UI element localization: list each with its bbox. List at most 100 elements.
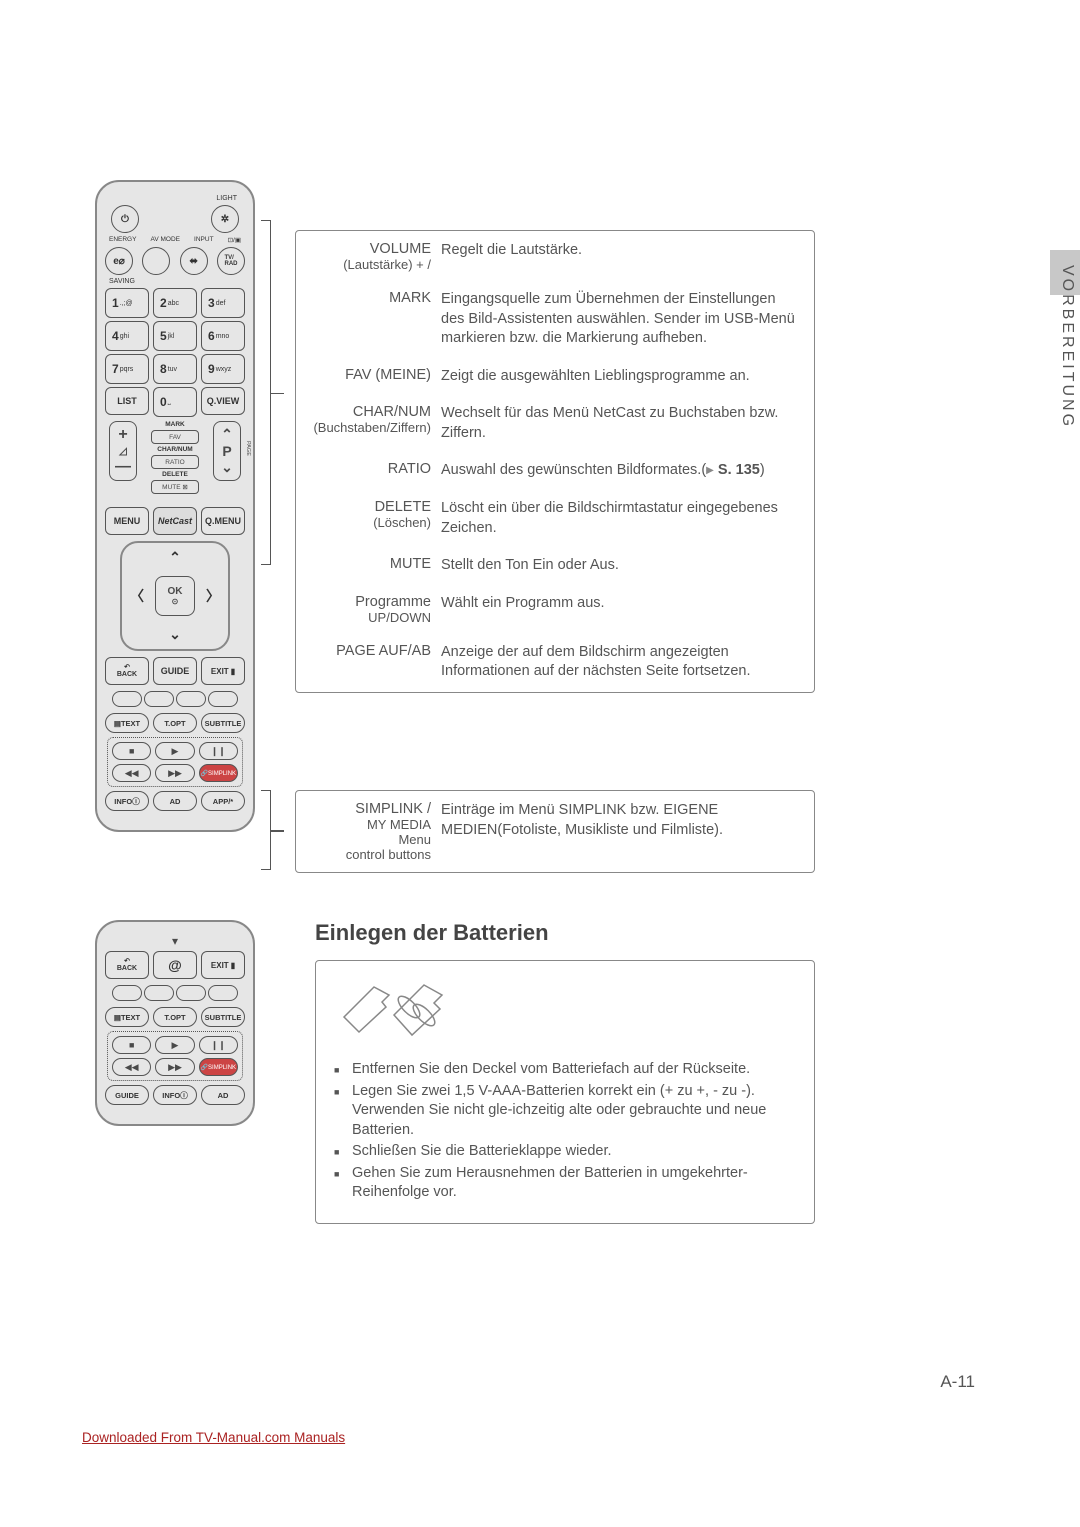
num-1-button[interactable]: 1.,;@ xyxy=(105,288,149,318)
stop-button[interactable]: ■ xyxy=(112,742,151,760)
exit-button-alt[interactable]: EXIT▮ xyxy=(201,951,245,979)
text-button[interactable]: ▤TEXT xyxy=(105,713,149,733)
at-button[interactable]: @ xyxy=(153,951,197,979)
netcast-button[interactable]: NetCast xyxy=(153,507,197,535)
function-row: SIMPLINK /MY MEDIAMenucontrol buttonsEin… xyxy=(296,791,814,872)
blue-button[interactable] xyxy=(208,691,238,707)
energy-button[interactable]: e⌀ xyxy=(105,247,133,275)
fav-button[interactable]: FAV xyxy=(151,430,199,444)
play-button-alt[interactable]: ▶ xyxy=(155,1036,194,1054)
power-button[interactable]: ⏻ xyxy=(111,205,139,233)
function-row: MUTEStellt den Ton Ein oder Aus. xyxy=(296,548,814,586)
play-button[interactable]: ▶ xyxy=(155,742,194,760)
nav-ring: ⌃ ⌄ 〈 〉 OK ⊙ xyxy=(120,541,230,651)
nav-right-button[interactable]: 〉 xyxy=(206,586,220,606)
footer-download-link[interactable]: Downloaded From TV-Manual.com Manuals xyxy=(82,1430,345,1445)
num-0-button[interactable]: 0⎵ xyxy=(153,387,197,417)
function-description: Stellt den Ton Ein oder Aus. xyxy=(441,556,802,576)
num-9-button[interactable]: 9wxyz xyxy=(201,354,245,384)
battery-instruction-item: Gehen Sie zum Herausnehmen der Batterien… xyxy=(334,1164,796,1203)
ad-button-alt[interactable]: AD xyxy=(201,1085,245,1105)
remote-control-main: LIGHT ⏻ ✲ ENERGY AV MODE INPUT ⊡/▣ e⌀ ⬌ … xyxy=(95,180,255,832)
qview-button[interactable]: Q.VIEW xyxy=(201,387,245,415)
exit-button[interactable]: EXIT▮ xyxy=(201,657,245,685)
batteries-instructions: Entfernen Sie den Deckel vom Batteriefac… xyxy=(334,1060,796,1203)
function-label: ProgrammeUP/DOWN xyxy=(296,594,441,625)
num-8-button[interactable]: 8tuv xyxy=(153,354,197,384)
menu-button[interactable]: MENU xyxy=(105,507,149,535)
function-table-1: VOLUME(Lautstärke) + /Regelt die Lautstä… xyxy=(295,230,815,693)
avmode-button[interactable] xyxy=(142,247,170,275)
red-button-alt[interactable] xyxy=(112,985,142,1001)
back-button-alt[interactable]: ↶BACK xyxy=(105,951,149,979)
topt-button[interactable]: T.OPT xyxy=(153,713,197,733)
volume-down-button[interactable]: — xyxy=(115,458,131,476)
nav-down-button[interactable]: ⌄ xyxy=(169,626,181,643)
ad-button[interactable]: AD xyxy=(153,791,197,811)
simplink-button[interactable]: 🔗SIMPLINK xyxy=(199,764,238,782)
yellow-button-alt[interactable] xyxy=(176,985,206,1001)
qmenu-button[interactable]: Q.MENU xyxy=(201,507,245,535)
guide-button-alt[interactable]: GUIDE xyxy=(105,1085,149,1105)
program-down-button[interactable]: ⌄ xyxy=(221,459,233,476)
function-label: RATIO xyxy=(296,461,441,481)
program-up-button[interactable]: ⌃ xyxy=(221,426,233,443)
app-button[interactable]: APP/* xyxy=(201,791,245,811)
num-7-button[interactable]: 7pqrs xyxy=(105,354,149,384)
mute-button[interactable]: MUTE ⊠ xyxy=(151,480,199,494)
red-button[interactable] xyxy=(112,691,142,707)
function-label: FAV (MEINE) xyxy=(296,367,441,387)
input-button[interactable]: ⬌ xyxy=(180,247,208,275)
label-delete: DELETE xyxy=(162,471,188,478)
callout-bracket-1 xyxy=(261,220,271,565)
ff-button-alt[interactable]: ▶▶ xyxy=(155,1058,194,1076)
text-button-alt[interactable]: ▤TEXT xyxy=(105,1007,149,1027)
ok-button[interactable]: OK ⊙ xyxy=(155,576,195,616)
callout-bracket-2 xyxy=(261,790,271,870)
simplink-button-alt[interactable]: 🔗SIMPLINK xyxy=(199,1058,238,1076)
function-description: Wechselt für das Menü NetCast zu Buchsta… xyxy=(441,404,802,443)
num-5-button[interactable]: 5jkl xyxy=(153,321,197,351)
light-button[interactable]: ✲ xyxy=(211,205,239,233)
function-row: ProgrammeUP/DOWNWählt ein Programm aus. xyxy=(296,586,814,635)
stop-button-alt[interactable]: ■ xyxy=(112,1036,151,1054)
num-4-button[interactable]: 4ghi xyxy=(105,321,149,351)
function-row: PAGE AUF/ABAnzeige der auf dem Bildschir… xyxy=(296,635,814,692)
green-button-alt[interactable] xyxy=(144,985,174,1001)
function-row: VOLUME(Lautstärke) + /Regelt die Lautstä… xyxy=(296,231,814,282)
function-label: CHAR/NUM(Buchstaben/Ziffern) xyxy=(296,404,441,443)
pause-button-alt[interactable]: ❙❙ xyxy=(199,1036,238,1054)
alt-down-indicator: ▾ xyxy=(105,934,245,948)
topt-button-alt[interactable]: T.OPT xyxy=(153,1007,197,1027)
function-row: RATIOAuswahl des gewünschten Bildformate… xyxy=(296,453,814,491)
label-mark: MARK xyxy=(165,421,185,428)
ratio-icon: ◿ xyxy=(119,446,127,457)
back-button[interactable]: ↶BACK xyxy=(105,657,149,685)
rewind-button[interactable]: ◀◀ xyxy=(112,764,151,782)
tvrad-button[interactable]: TV/ RAD xyxy=(217,247,245,275)
yellow-button[interactable] xyxy=(176,691,206,707)
section-header-side: VORBEREITUNG xyxy=(1058,265,1076,429)
subtitle-button[interactable]: SUBTITLE xyxy=(201,713,245,733)
ff-button[interactable]: ▶▶ xyxy=(155,764,194,782)
num-6-button[interactable]: 6mno xyxy=(201,321,245,351)
info-button-alt[interactable]: INFOⓘ xyxy=(153,1085,197,1105)
blue-button-alt[interactable] xyxy=(208,985,238,1001)
nav-up-button[interactable]: ⌃ xyxy=(169,549,181,566)
pause-button[interactable]: ❙❙ xyxy=(199,742,238,760)
ratio-button[interactable]: RATIO xyxy=(151,455,199,469)
subtitle-button-alt[interactable]: SUBTITLE xyxy=(201,1007,245,1027)
battery-instruction-item: Legen Sie zwei 1,5 V-AAA-Batterien korre… xyxy=(334,1082,796,1141)
function-row: FAV (MEINE)Zeigt die ausgewählten Liebli… xyxy=(296,359,814,397)
nav-left-button[interactable]: 〈 xyxy=(130,586,144,606)
guide-button[interactable]: GUIDE xyxy=(153,657,197,685)
num-3-button[interactable]: 3def xyxy=(201,288,245,318)
info-button[interactable]: INFOⓘ xyxy=(105,791,149,811)
num-2-button[interactable]: 2abc xyxy=(153,288,197,318)
green-button[interactable] xyxy=(144,691,174,707)
function-description: Zeigt die ausgewählten Lieblingsprogramm… xyxy=(441,367,802,387)
list-button[interactable]: LIST xyxy=(105,387,149,415)
rewind-button-alt[interactable]: ◀◀ xyxy=(112,1058,151,1076)
volume-up-button[interactable]: + xyxy=(118,426,127,444)
function-description: Anzeige der auf dem Bildschirm angezeigt… xyxy=(441,643,802,682)
